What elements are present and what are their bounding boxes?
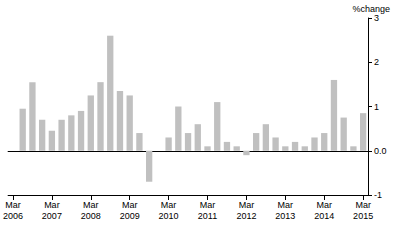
- svg-text:3: 3: [374, 13, 379, 23]
- svg-text:Mar: Mar: [161, 200, 177, 210]
- svg-text:%change: %change: [352, 4, 390, 14]
- svg-text:Mar: Mar: [122, 200, 138, 210]
- svg-text:2011: 2011: [198, 211, 217, 221]
- svg-text:-1: -1: [374, 190, 382, 200]
- svg-text:2007: 2007: [42, 211, 62, 221]
- svg-text:2: 2: [374, 57, 379, 67]
- svg-text:1: 1: [374, 102, 379, 112]
- svg-text:Mar: Mar: [239, 200, 255, 210]
- svg-text:2014: 2014: [314, 211, 334, 221]
- svg-text:Mar: Mar: [200, 200, 216, 210]
- svg-text:2010: 2010: [159, 211, 179, 221]
- svg-text:2009: 2009: [120, 211, 140, 221]
- svg-text:Mar: Mar: [44, 200, 60, 210]
- svg-text:Mar: Mar: [83, 200, 99, 210]
- svg-text:2008: 2008: [81, 211, 101, 221]
- svg-text:0.0: 0.0: [374, 146, 387, 156]
- svg-text:Mar: Mar: [5, 200, 21, 210]
- svg-text:2012: 2012: [236, 211, 256, 221]
- svg-text:Mar: Mar: [355, 200, 371, 210]
- svg-text:Mar: Mar: [316, 200, 332, 210]
- svg-text:Mar: Mar: [278, 200, 294, 210]
- svg-text:2015: 2015: [353, 211, 373, 221]
- svg-text:2006: 2006: [3, 211, 23, 221]
- svg-text:2013: 2013: [275, 211, 295, 221]
